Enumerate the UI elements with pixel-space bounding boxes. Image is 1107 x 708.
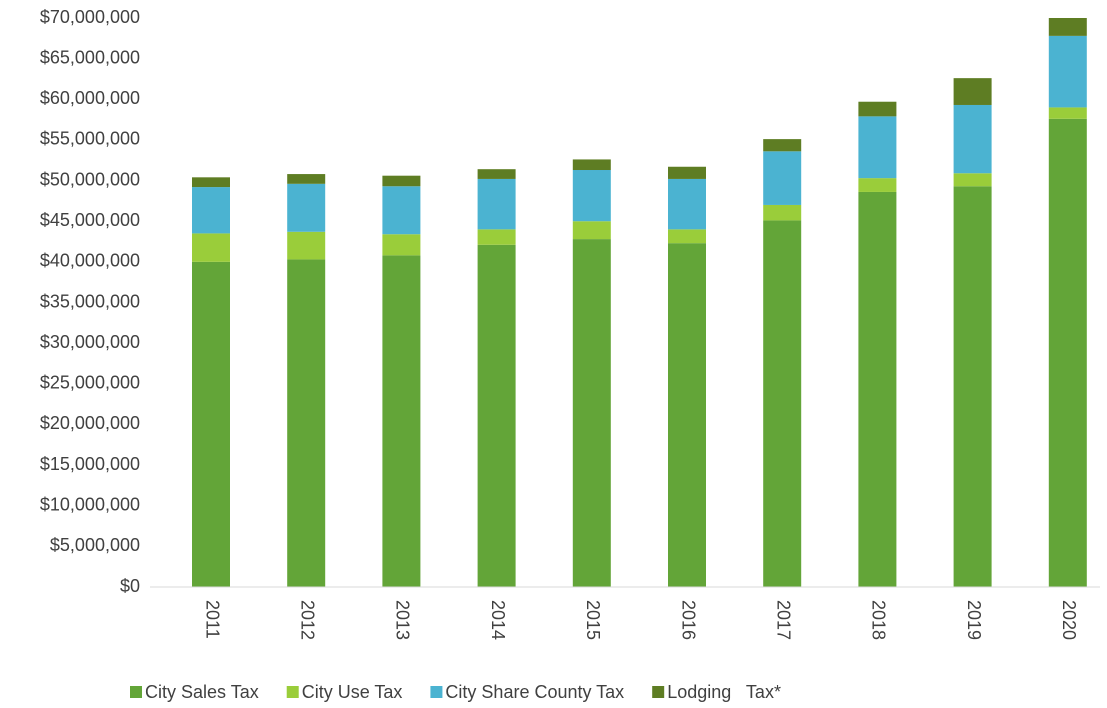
bar-segment xyxy=(953,173,992,187)
x-tick-label: 2011 xyxy=(202,600,222,639)
legend-swatch xyxy=(286,686,299,698)
bar-segment xyxy=(1048,118,1087,588)
bar-segment xyxy=(953,186,992,588)
bar-segment xyxy=(192,261,230,587)
y-tick-label: $60,000,000 xyxy=(40,88,140,108)
bar-segment xyxy=(668,178,706,230)
x-tick-label: 2019 xyxy=(964,600,984,640)
bar-segment xyxy=(477,229,516,245)
bar-segment xyxy=(572,239,611,587)
bar-segment xyxy=(382,175,421,187)
bar-segment xyxy=(1048,18,1087,36)
bar-segment xyxy=(572,221,611,240)
bar-segment xyxy=(477,244,516,587)
legend-label: City Sales Tax xyxy=(145,682,259,702)
bar-segment xyxy=(382,255,421,587)
bar-segment xyxy=(572,159,611,171)
legend-swatch xyxy=(430,686,443,698)
y-tick-label: $5,000,000 xyxy=(50,535,140,555)
x-tick-label: 2018 xyxy=(869,600,889,640)
x-tick-label: 2020 xyxy=(1059,600,1079,640)
y-tick-label: $40,000,000 xyxy=(40,251,140,271)
legend-label: City Use Tax xyxy=(302,682,403,702)
y-tick-label: $50,000,000 xyxy=(40,169,140,189)
bar-segment xyxy=(382,234,421,256)
legend-label: City Share County Tax xyxy=(445,682,624,702)
bar-segment xyxy=(953,104,992,174)
bar-segment xyxy=(192,233,230,262)
bar-segment xyxy=(858,191,897,588)
bar-segment xyxy=(477,178,516,230)
y-tick-label: $35,000,000 xyxy=(40,291,140,311)
x-tick-label: 2015 xyxy=(583,600,603,640)
bar-segment xyxy=(192,187,230,234)
bar-segment xyxy=(668,229,706,244)
y-tick-label: $70,000,000 xyxy=(40,7,140,27)
x-tick-label: 2014 xyxy=(488,600,508,640)
bar-segment xyxy=(858,178,897,192)
bar-segment xyxy=(287,183,326,232)
bar-segment xyxy=(763,204,802,221)
x-tick-label: 2012 xyxy=(297,600,317,640)
x-tick-label: 2016 xyxy=(678,600,698,640)
bar-segment xyxy=(572,170,611,222)
bar-segment xyxy=(953,78,992,105)
bar-segment xyxy=(763,139,802,152)
y-tick-label: $30,000,000 xyxy=(40,332,140,352)
y-tick-label: $65,000,000 xyxy=(40,47,140,67)
y-tick-label: $10,000,000 xyxy=(40,494,140,514)
bar-segment xyxy=(382,186,421,235)
bar-segment xyxy=(287,259,326,587)
bar-segment xyxy=(192,177,230,188)
legend-swatch xyxy=(652,686,665,698)
bar-segment xyxy=(1048,35,1087,108)
bar-segment xyxy=(287,231,326,260)
x-tick-label: 2017 xyxy=(773,600,793,640)
legend-label: Lodging Tax* xyxy=(667,682,781,702)
legend-swatch xyxy=(130,686,142,698)
bar-segment xyxy=(763,220,802,587)
bar-segment xyxy=(858,116,897,179)
y-tick-label: $25,000,000 xyxy=(40,373,140,393)
x-tick-label: 2013 xyxy=(393,600,413,640)
bar-segment xyxy=(287,174,326,184)
y-tick-label: $15,000,000 xyxy=(40,454,140,474)
bar-segment xyxy=(1048,107,1087,119)
y-tick-label: $20,000,000 xyxy=(40,413,140,433)
bar-segment xyxy=(763,151,802,205)
bar-segment xyxy=(668,166,706,179)
y-tick-label: $0 xyxy=(120,576,140,596)
bar-segment xyxy=(668,243,706,587)
bar-segment xyxy=(477,169,516,179)
y-tick-label: $45,000,000 xyxy=(40,210,140,230)
y-tick-label: $55,000,000 xyxy=(40,129,140,149)
bar-segment xyxy=(858,101,897,117)
